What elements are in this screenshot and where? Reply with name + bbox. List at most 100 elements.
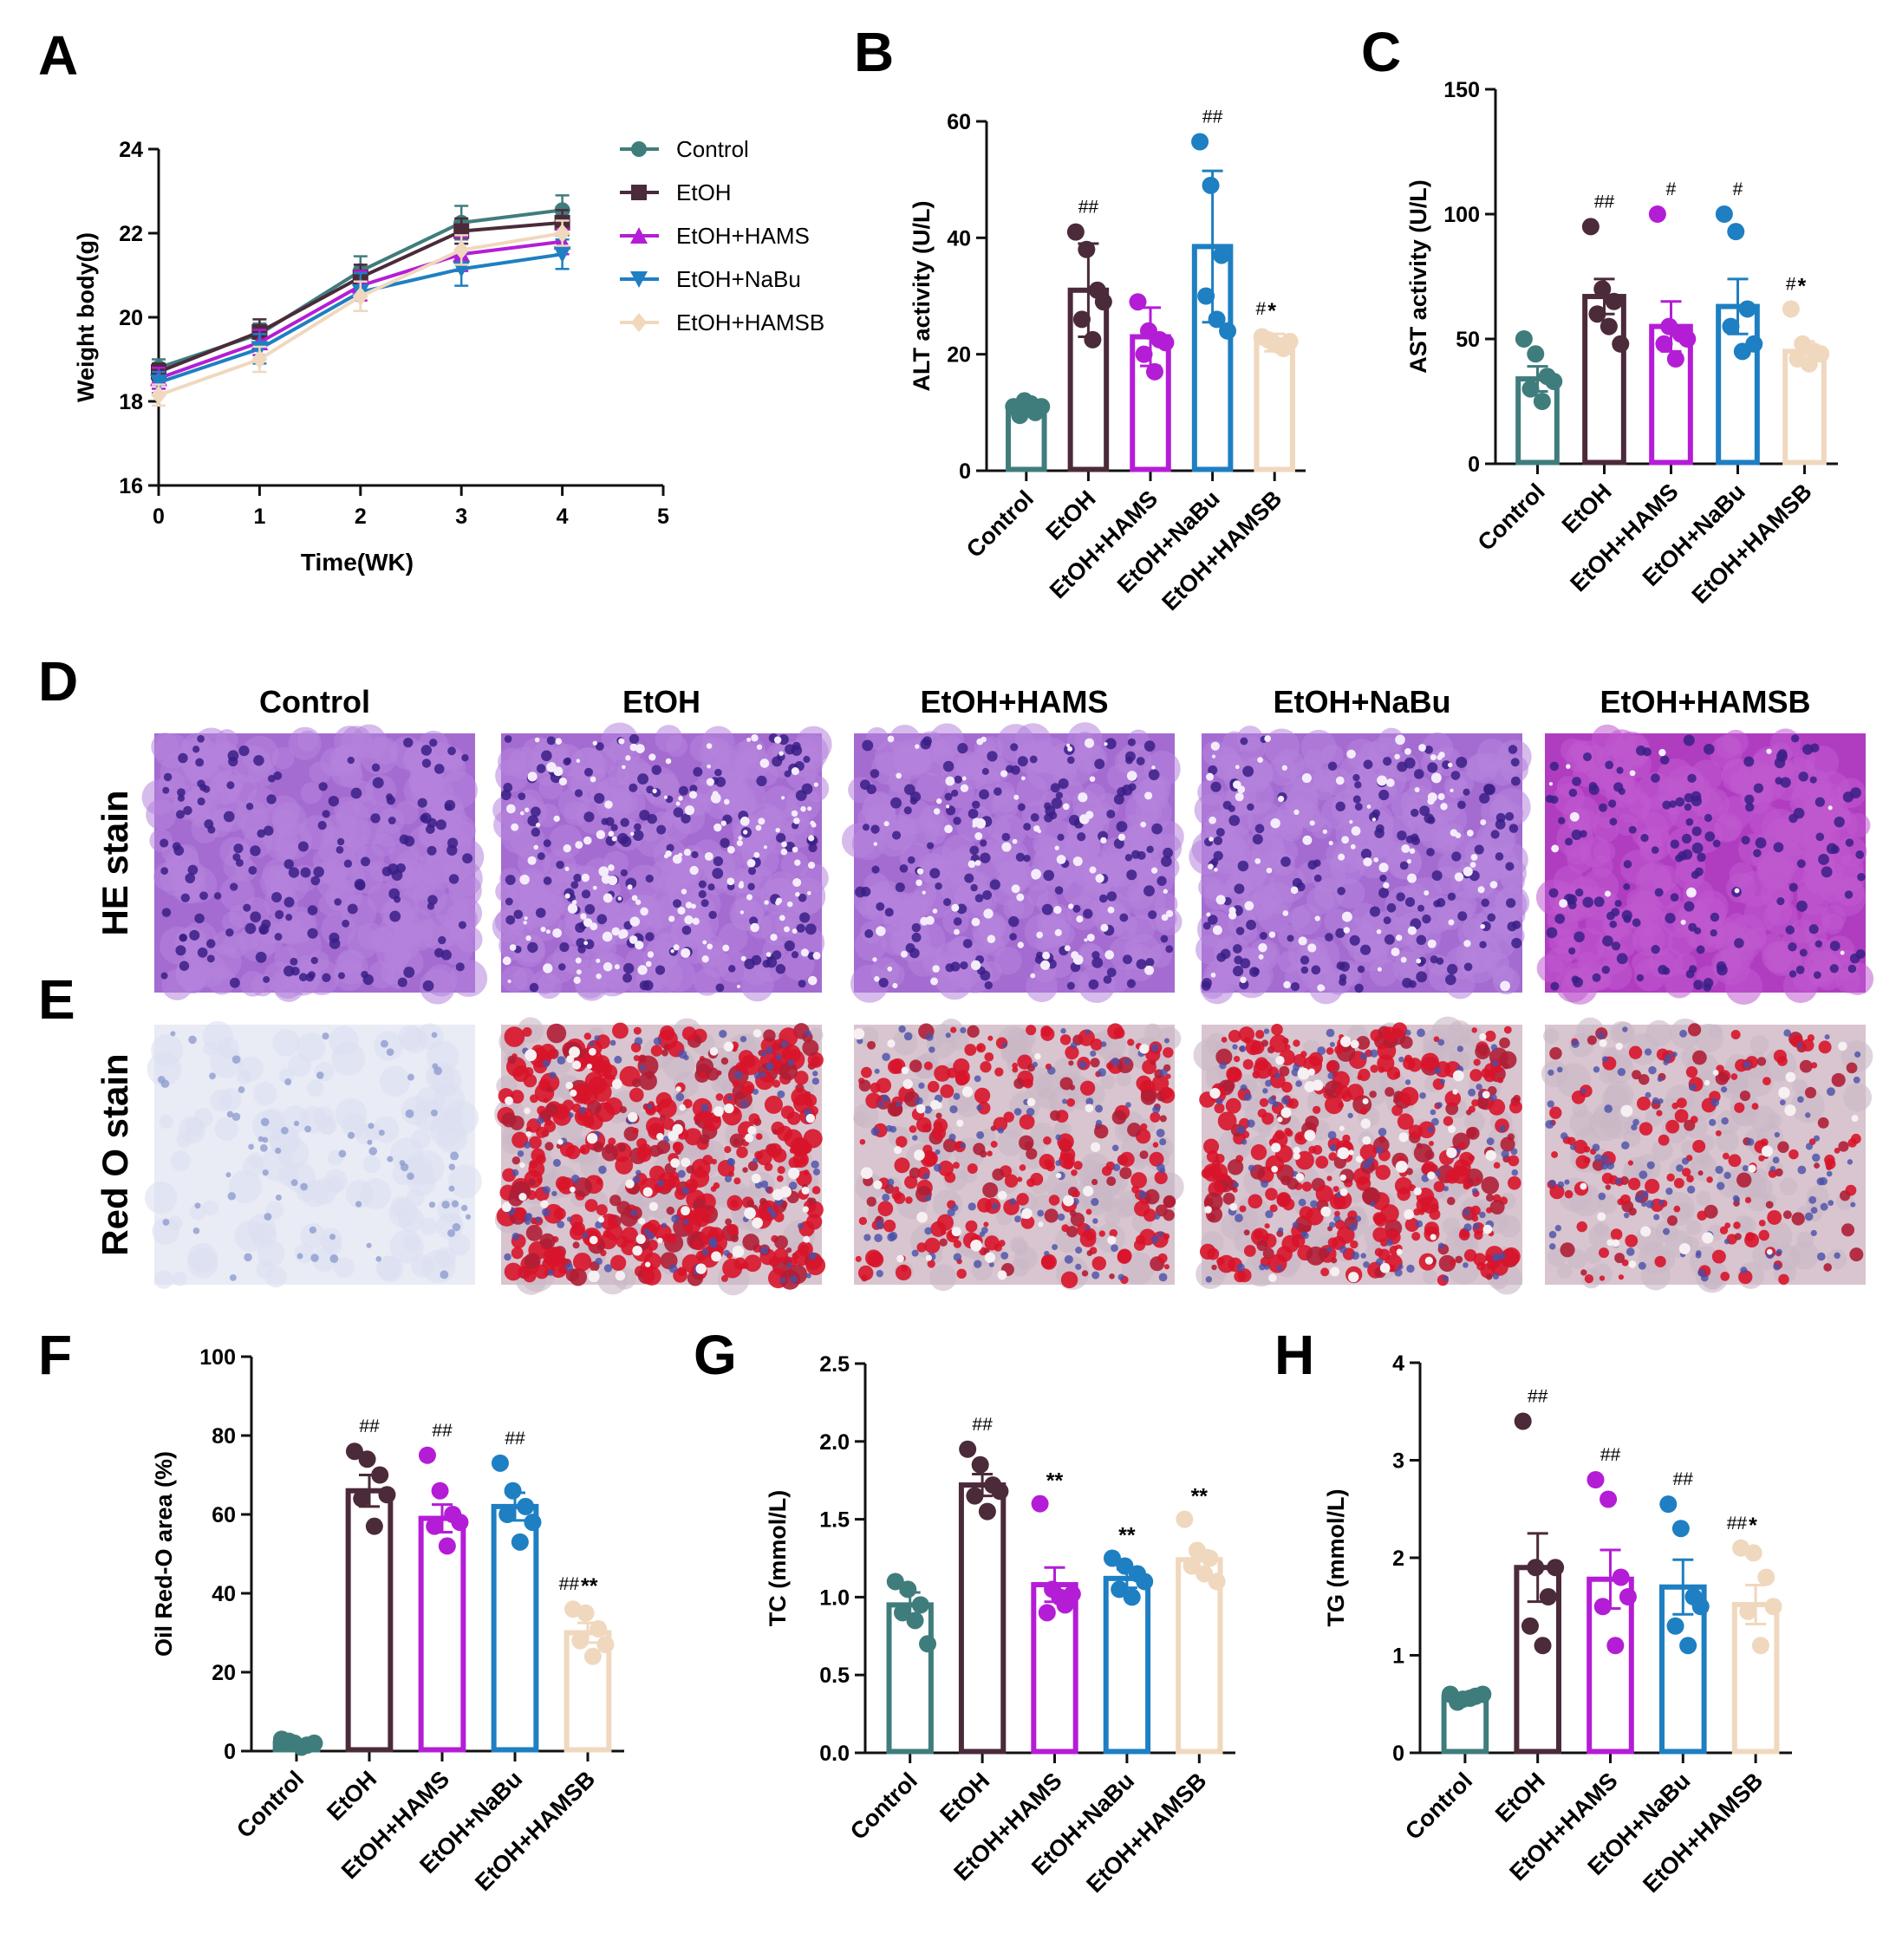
he-vacuole bbox=[1254, 857, 1261, 864]
he-nucleus bbox=[1242, 765, 1254, 778]
he-vacuole bbox=[1235, 792, 1244, 802]
he-cytoplasm bbox=[655, 725, 683, 753]
lipid-droplet bbox=[1061, 1224, 1070, 1233]
he-nucleus bbox=[1755, 837, 1767, 849]
he-nucleus bbox=[420, 745, 433, 756]
lipid-droplet bbox=[1507, 1133, 1515, 1141]
he-nucleus bbox=[250, 911, 262, 923]
oro-nucleus bbox=[953, 1253, 962, 1261]
oro-nucleus bbox=[1617, 1067, 1626, 1077]
he-nucleus bbox=[620, 869, 628, 876]
he-nucleus bbox=[386, 793, 394, 801]
he-vacuole bbox=[1000, 770, 1008, 778]
he-nucleus bbox=[1605, 760, 1614, 770]
he-vacuole bbox=[726, 877, 735, 886]
lipid-droplet bbox=[747, 1161, 759, 1171]
oro-vacuole bbox=[505, 1096, 513, 1105]
oro-nucleus bbox=[1658, 1098, 1664, 1104]
oro-nucleus bbox=[1437, 1242, 1445, 1249]
he-nucleus bbox=[878, 977, 889, 988]
lipid-droplet bbox=[1831, 1072, 1846, 1087]
oro-cell bbox=[1760, 1220, 1793, 1253]
he-nucleus bbox=[435, 819, 446, 830]
he-vacuole bbox=[701, 955, 709, 963]
he-nucleus bbox=[1077, 832, 1086, 842]
he-nucleus bbox=[775, 964, 786, 974]
lipid-droplet bbox=[1134, 1201, 1150, 1217]
he-nucleus bbox=[556, 860, 564, 869]
he-stain-image bbox=[1189, 726, 1532, 1005]
he-nucleus bbox=[1352, 773, 1360, 782]
oro-vacuole bbox=[1395, 1160, 1408, 1173]
oro-nucleus bbox=[284, 1078, 292, 1086]
lipid-droplet bbox=[1019, 1164, 1026, 1171]
lipid-droplet bbox=[1422, 1161, 1437, 1175]
lipid-droplet bbox=[592, 1141, 604, 1153]
he-nucleus bbox=[1606, 911, 1615, 921]
he-vacuole bbox=[1477, 886, 1485, 894]
he-nucleus bbox=[954, 775, 962, 784]
oro-nucleus bbox=[1797, 1042, 1803, 1048]
he-nucleus bbox=[1507, 921, 1517, 932]
oro-nucleus bbox=[1734, 1196, 1741, 1203]
lipid-droplet bbox=[1632, 1070, 1642, 1080]
oro-vacuole bbox=[1021, 1208, 1033, 1220]
lipid-droplet bbox=[931, 1125, 947, 1141]
oro-vacuole bbox=[1628, 1260, 1637, 1268]
lipid-droplet bbox=[668, 1175, 681, 1188]
oro-cell bbox=[1010, 1258, 1029, 1277]
he-cytoplasm bbox=[410, 772, 444, 807]
he-vacuole bbox=[1228, 911, 1237, 920]
he-vacuole bbox=[519, 811, 524, 816]
oro-nucleus bbox=[1075, 1263, 1082, 1270]
oro-vacuole bbox=[1348, 1272, 1359, 1283]
oro-nucleus bbox=[1124, 1058, 1130, 1065]
he-cytoplasm bbox=[1267, 756, 1298, 786]
lipid-droplet bbox=[617, 1143, 627, 1153]
he-vacuole bbox=[900, 950, 908, 958]
he-vacuole bbox=[779, 751, 784, 756]
he-vacuole bbox=[1085, 811, 1094, 819]
lipid-droplet bbox=[764, 1095, 783, 1114]
lipid-droplet bbox=[1313, 1144, 1323, 1156]
oro-vacuole bbox=[961, 1086, 974, 1097]
oro-cell bbox=[185, 1117, 205, 1136]
lipid-droplet bbox=[1490, 1258, 1508, 1276]
he-nucleus bbox=[1683, 734, 1695, 746]
lipid-droplet bbox=[1380, 1239, 1389, 1247]
oro-nucleus bbox=[407, 1073, 414, 1081]
he-vacuole bbox=[1734, 888, 1740, 894]
oro-nucleus bbox=[366, 1242, 372, 1248]
he-vacuole bbox=[1144, 965, 1154, 975]
he-nucleus bbox=[691, 850, 699, 859]
lipid-droplet bbox=[1357, 1074, 1363, 1080]
he-vacuole bbox=[740, 955, 746, 961]
oro-nucleus bbox=[925, 1032, 934, 1041]
he-vacuole bbox=[1086, 934, 1095, 942]
he-vacuole bbox=[1076, 915, 1084, 923]
oro-nucleus bbox=[1769, 1166, 1776, 1172]
he-nucleus bbox=[1094, 759, 1105, 770]
he-nucleus bbox=[727, 965, 736, 973]
lipid-droplet bbox=[1839, 1190, 1851, 1201]
he-nucleus bbox=[1119, 913, 1129, 922]
oro-nucleus bbox=[779, 1277, 786, 1284]
he-cytoplasm bbox=[1546, 947, 1573, 973]
oro-nucleus bbox=[1639, 1170, 1648, 1180]
he-cytoplasm bbox=[923, 853, 947, 876]
he-nucleus bbox=[756, 775, 767, 787]
he-vacuole bbox=[576, 969, 582, 975]
lipid-droplet bbox=[1778, 1273, 1789, 1286]
lipid-droplet bbox=[648, 1165, 666, 1182]
lipid-droplet bbox=[1814, 1162, 1821, 1169]
he-vacuole bbox=[1281, 765, 1287, 771]
oro-cell bbox=[427, 1040, 459, 1073]
he-vacuole bbox=[1165, 909, 1174, 918]
lipid-droplet bbox=[1026, 1178, 1036, 1188]
oro-vacuole bbox=[695, 1263, 707, 1274]
he-nucleus bbox=[160, 867, 169, 875]
he-nucleus bbox=[245, 803, 254, 811]
he-nucleus bbox=[1704, 813, 1713, 823]
he-nucleus bbox=[300, 867, 311, 878]
